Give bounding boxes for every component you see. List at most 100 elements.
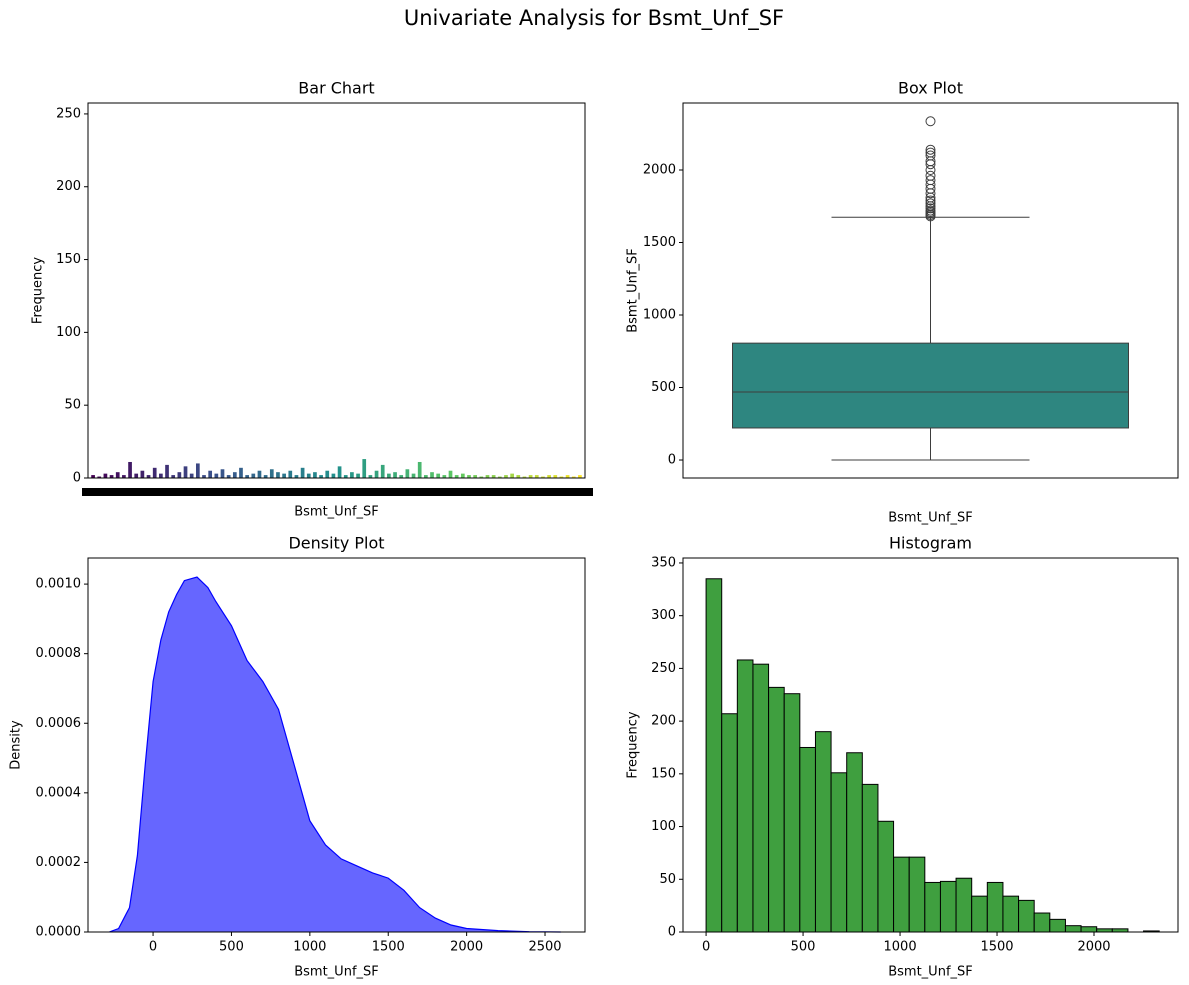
- density-line: [108, 576, 561, 933]
- x-tick-label-blob: [82, 488, 593, 496]
- hist-bar: [971, 895, 988, 933]
- bar: [541, 476, 545, 478]
- y-tick-label: 0.0010: [36, 577, 82, 592]
- bar: [159, 473, 163, 478]
- y-tick-label: 0.0002: [36, 855, 82, 870]
- bar: [325, 470, 330, 478]
- bar: [134, 473, 139, 478]
- hist-bar: [1064, 925, 1082, 933]
- bar: [313, 472, 317, 478]
- hist-bar: [861, 783, 879, 933]
- x-tick-label: 0: [702, 940, 710, 955]
- bar: [467, 475, 471, 478]
- outlier: [925, 147, 936, 158]
- hist-bar: [721, 713, 738, 933]
- bar: [288, 470, 293, 478]
- y-axis-label: Density: [9, 720, 24, 770]
- bar: [356, 473, 360, 478]
- outlier: [925, 150, 936, 161]
- y-tick-label: 300: [651, 608, 676, 623]
- hist-bar: [752, 663, 770, 933]
- bar: [405, 469, 410, 478]
- figure-title: Univariate Analysis for Bsmt_Unf_SF: [404, 6, 784, 31]
- box: [732, 342, 1129, 429]
- bar: [393, 472, 397, 478]
- y-axis-label: Bsmt_Unf_SF: [626, 248, 641, 333]
- x-tick-label: 2000: [450, 940, 483, 955]
- hist-bar: [893, 856, 910, 933]
- density-fill: [109, 577, 561, 932]
- bar: [122, 475, 126, 478]
- x-tick-label: 500: [791, 940, 816, 955]
- bar: [578, 475, 582, 478]
- bar: [115, 472, 120, 478]
- outlier: [925, 116, 936, 127]
- y-tick-label: 350: [651, 555, 676, 570]
- bar: [103, 473, 108, 478]
- x-axis-label: Bsmt_Unf_SF: [294, 965, 379, 980]
- bar: [473, 475, 478, 478]
- bar: [331, 473, 336, 478]
- bar: [337, 466, 342, 478]
- bar: [547, 475, 551, 478]
- outlier: [925, 198, 936, 209]
- y-tick-label: 0: [73, 471, 81, 486]
- hist-bar: [924, 881, 941, 933]
- bar: [534, 475, 539, 478]
- y-tick-label: 50: [659, 872, 676, 887]
- bar: [276, 472, 280, 478]
- hist-bar: [783, 693, 801, 933]
- y-tick-label: 0.0000: [36, 925, 82, 940]
- bar: [245, 475, 249, 478]
- bar: [239, 467, 243, 478]
- bar: [504, 475, 508, 478]
- axes-title: Density Plot: [288, 534, 384, 553]
- bar: [189, 473, 194, 478]
- y-axis-label: Frequency: [626, 711, 641, 778]
- y-tick-label: 0.0004: [36, 785, 82, 800]
- hist-bar: [1033, 912, 1051, 933]
- x-tick-label: 1500: [372, 940, 405, 955]
- bar: [368, 475, 373, 478]
- bar: [97, 476, 102, 478]
- y-tick-label: 150: [651, 766, 676, 781]
- bar: [430, 472, 434, 478]
- x-tick-label: 1500: [980, 940, 1013, 955]
- axes-title: Bar Chart: [298, 79, 374, 98]
- bar: [571, 476, 576, 478]
- hist-bar: [736, 659, 754, 933]
- bar: [128, 461, 132, 478]
- bar: [424, 475, 428, 478]
- axes-title: Box Plot: [898, 79, 963, 98]
- hist-bar: [877, 820, 895, 933]
- axes-frame: [87, 102, 586, 479]
- bar: [485, 475, 490, 478]
- bar: [399, 475, 404, 478]
- bar: [510, 473, 514, 478]
- bar: [202, 475, 206, 478]
- x-tick-label: 2500: [528, 940, 561, 955]
- bar: [417, 461, 422, 478]
- bar: [294, 475, 299, 478]
- bar: [497, 476, 502, 478]
- y-tick-label: 250: [651, 661, 676, 676]
- hist-bar: [939, 880, 957, 933]
- hist-bar: [986, 881, 1004, 933]
- bar: [448, 470, 453, 478]
- bar: [306, 473, 311, 478]
- x-axis-label: Bsmt_Unf_SF: [888, 511, 973, 526]
- bar: [319, 475, 323, 478]
- outlier: [925, 144, 936, 155]
- bar: [140, 470, 145, 478]
- outlier: [925, 170, 936, 181]
- bar: [300, 467, 305, 478]
- bar: [491, 475, 496, 478]
- y-tick-label: 100: [651, 819, 676, 834]
- x-tick-label: 1000: [884, 940, 917, 955]
- bar: [109, 475, 114, 478]
- y-axis-label: Frequency: [31, 257, 46, 324]
- y-tick-label: 1000: [643, 308, 676, 323]
- bar: [232, 472, 237, 478]
